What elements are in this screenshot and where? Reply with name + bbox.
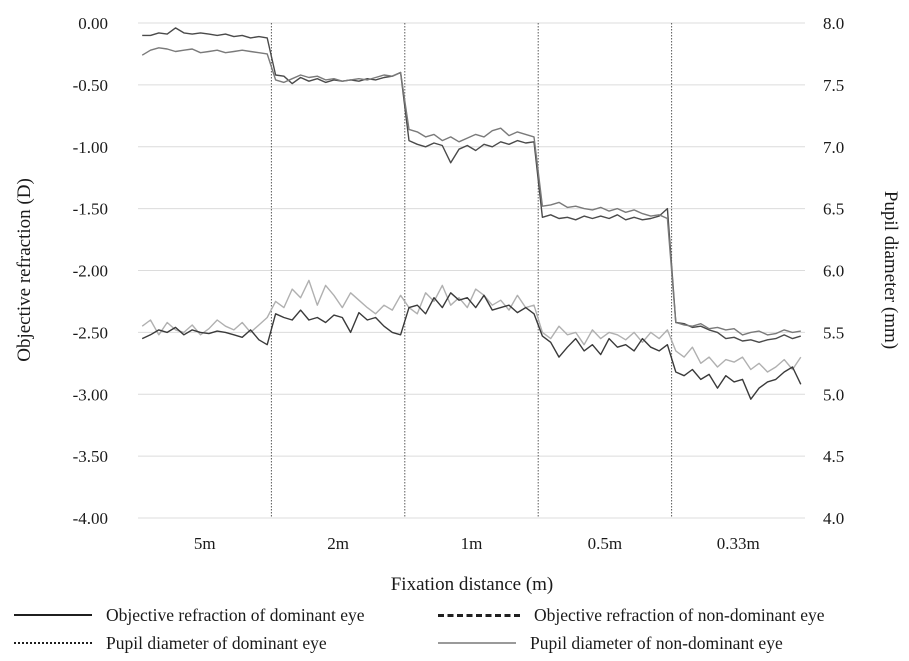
legend-swatch-grey — [438, 642, 516, 644]
legend-item-objective-refraction-dominant: Objective refraction of dominant eye — [14, 602, 365, 628]
legend-item-objective-refraction-non-dominant: Objective refraction of non-dominant eye — [438, 602, 825, 628]
legend-swatch-solid — [14, 614, 92, 616]
y2-tick-label: 5.5 — [823, 323, 844, 342]
y-tick-label: 0.00 — [78, 14, 108, 33]
series-line-1 — [142, 27, 802, 343]
x-tick-label: 5m — [194, 534, 216, 553]
x-tick-label: 2m — [327, 534, 349, 553]
y2-tick-label: 4.0 — [823, 509, 844, 528]
x-axis-title: Fixation distance (m) — [391, 574, 554, 595]
x-tick-label: 0.5m — [588, 534, 622, 553]
series-line-2 — [141, 47, 801, 336]
legend-label: Objective refraction of non-dominant eye — [534, 604, 825, 625]
y2-tick-label: 4.5 — [823, 447, 844, 466]
legend-swatch-dotted — [14, 642, 92, 644]
legend-swatch-dashed — [438, 613, 520, 617]
y-tick-label: -2.50 — [73, 323, 108, 342]
y-axis-title: Objective refraction (D) — [14, 178, 35, 362]
legend-item-pupil-diameter-dominant: Pupil diameter of dominant eye — [14, 630, 327, 656]
series-layer — [141, 27, 802, 400]
chart-svg: 0.00 8.0 -0.50 7.5 -1.00 7.0 -1.50 6.5 -2.00 6.0 -… — [14, 14, 901, 595]
y2-axis-title: Pupil diameter (mm) — [880, 191, 901, 349]
legend-label: Pupil diameter of dominant eye — [106, 632, 327, 653]
y2-tick-label: 7.0 — [823, 138, 844, 157]
y-tick-label: -0.50 — [73, 76, 108, 95]
legend-item-pupil-diameter-non-dominant: Pupil diameter of non-dominant eye — [438, 630, 783, 656]
legend-label: Objective refraction of dominant eye — [106, 604, 365, 625]
y-tick-label: -1.00 — [73, 138, 108, 157]
y-tick-label: -2.00 — [73, 262, 108, 281]
y2-tick-label: 6.0 — [823, 262, 844, 281]
x-tick-label: 1m — [461, 534, 483, 553]
legend-label: Pupil diameter of non-dominant eye — [530, 632, 783, 653]
y2-tick-label: 5.0 — [823, 385, 844, 404]
y-tick-label: -3.50 — [73, 447, 108, 466]
y-tick-label: -4.00 — [73, 509, 108, 528]
tick-layer: 0.00 8.0 -0.50 7.5 -1.00 7.0 -1.50 6.5 -2.00 6.0 -… — [73, 14, 845, 553]
y-tick-label: -3.00 — [73, 385, 108, 404]
y-tick-label: -1.50 — [73, 200, 108, 219]
y2-tick-label: 7.5 — [823, 76, 844, 95]
grid-layer — [138, 22, 805, 519]
y2-tick-label: 8.0 — [823, 14, 844, 33]
chart: 0.00 8.0 -0.50 7.5 -1.00 7.0 -1.50 6.5 -2.00 6.0 -… — [14, 14, 901, 595]
x-tick-label: 0.33m — [717, 534, 760, 553]
series-line-4 — [141, 292, 802, 400]
legend: Objective refraction of dominant eye Obj… — [0, 600, 909, 661]
y2-tick-label: 6.5 — [823, 200, 844, 219]
